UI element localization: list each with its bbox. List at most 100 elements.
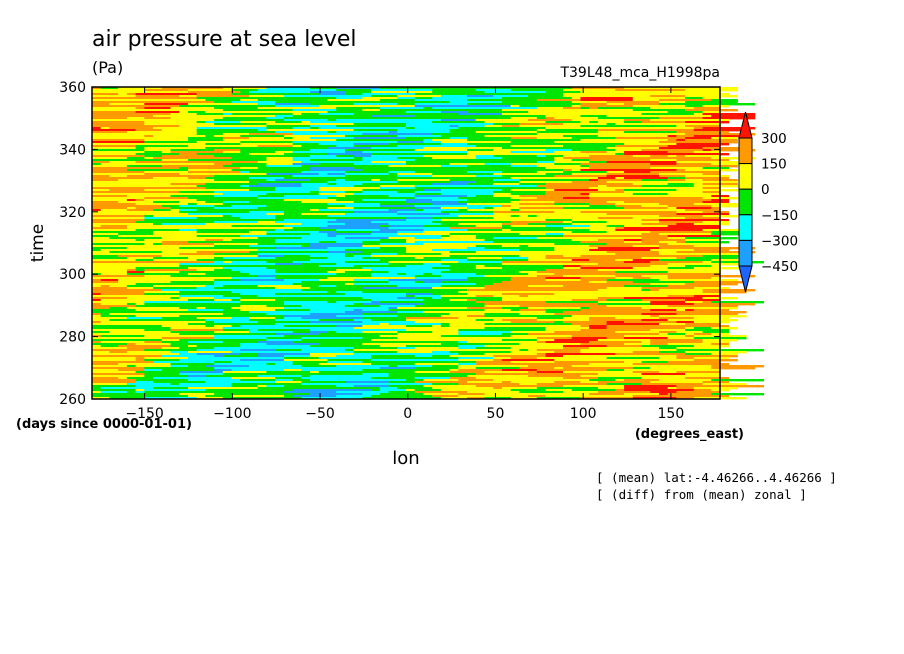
field-cell	[240, 121, 276, 124]
field-cell	[606, 161, 634, 164]
field-cell	[92, 101, 119, 104]
field-cell	[641, 341, 651, 344]
field-cell	[414, 197, 459, 200]
field-cell	[336, 305, 346, 308]
field-cell	[414, 371, 451, 374]
field-cell	[484, 313, 520, 316]
field-cell	[632, 111, 669, 114]
field-cell	[597, 249, 651, 252]
field-cell	[545, 189, 555, 192]
field-cell	[545, 353, 573, 356]
field-cell	[667, 235, 721, 238]
field-cell	[467, 107, 503, 110]
field-cell	[135, 303, 145, 306]
field-cell	[676, 321, 695, 324]
mean-lat-note: [ (mean) lat:-4.46266..4.46266 ]	[596, 470, 837, 485]
field-cell	[501, 229, 512, 232]
field-cell	[310, 191, 320, 194]
field-cell	[327, 131, 337, 134]
field-cell	[362, 243, 381, 246]
plot-frame	[91, 86, 721, 400]
field-cell	[711, 313, 738, 316]
field-cell	[135, 187, 171, 190]
field-cell	[187, 241, 224, 244]
field-cell	[641, 113, 695, 116]
field-cell	[144, 217, 198, 220]
field-cell	[283, 193, 320, 196]
field-cell	[501, 297, 520, 300]
field-cell	[135, 169, 189, 172]
field-cell	[554, 247, 599, 250]
field-cell	[501, 261, 546, 264]
field-cell	[257, 207, 294, 210]
field-cell	[214, 173, 267, 176]
field-cell	[641, 301, 651, 304]
field-cell	[432, 395, 459, 398]
field-cell	[170, 327, 224, 330]
field-cell	[545, 301, 599, 304]
field-cell	[318, 209, 372, 212]
field-cell	[126, 307, 180, 310]
field-cell	[362, 177, 407, 180]
field-cell	[536, 243, 555, 246]
field-cell	[624, 201, 677, 204]
field-cell	[214, 107, 259, 110]
field-cell	[528, 129, 538, 132]
field-cell	[536, 215, 573, 218]
field-cell	[318, 153, 328, 156]
field-cell	[362, 309, 389, 312]
field-cell	[432, 121, 485, 124]
field-cell	[658, 165, 712, 168]
field-cell	[144, 293, 163, 296]
field-cell	[580, 349, 625, 352]
field-cell	[336, 331, 363, 334]
field-cell	[257, 287, 267, 290]
field-cell	[580, 143, 625, 146]
field-cell	[187, 171, 241, 174]
field-cell	[327, 317, 363, 320]
field-cell	[624, 297, 677, 300]
field-cell	[222, 139, 267, 142]
field-cell	[685, 109, 738, 112]
field-cell	[257, 285, 285, 288]
field-cell	[641, 287, 695, 290]
field-cell	[528, 169, 538, 172]
field-cell	[493, 233, 520, 236]
field-cell	[545, 225, 590, 228]
field-cell	[310, 103, 355, 106]
field-cell	[161, 131, 198, 134]
field-cell	[135, 129, 163, 132]
field-cell	[685, 97, 703, 100]
field-cell	[685, 137, 712, 140]
field-cell	[641, 373, 686, 376]
field-cell	[554, 203, 590, 206]
field-cell	[423, 311, 442, 314]
field-cell	[92, 119, 145, 122]
colorbar-label: −450	[761, 259, 798, 275]
field-cell	[528, 147, 564, 150]
field-cell	[344, 255, 355, 258]
field-cell	[371, 127, 407, 130]
field-cell	[310, 259, 328, 262]
field-cell	[702, 301, 712, 304]
field-cell	[275, 103, 311, 106]
field-cell	[571, 119, 581, 122]
field-cell	[606, 287, 642, 290]
field-cell	[501, 359, 546, 362]
field-cell	[292, 151, 337, 154]
field-cell	[92, 253, 128, 256]
field-cell	[214, 331, 250, 334]
field-cell	[257, 375, 302, 378]
field-cell	[214, 149, 241, 152]
field-cell	[693, 309, 730, 312]
field-cell	[388, 209, 416, 212]
field-cell	[414, 191, 459, 194]
field-cell	[135, 365, 171, 368]
field-cell	[353, 123, 407, 126]
field-cell	[205, 365, 250, 368]
field-cell	[641, 295, 669, 298]
field-cell	[554, 177, 599, 180]
field-cell	[711, 149, 756, 152]
field-cell	[135, 147, 145, 150]
field-cell	[406, 161, 451, 164]
